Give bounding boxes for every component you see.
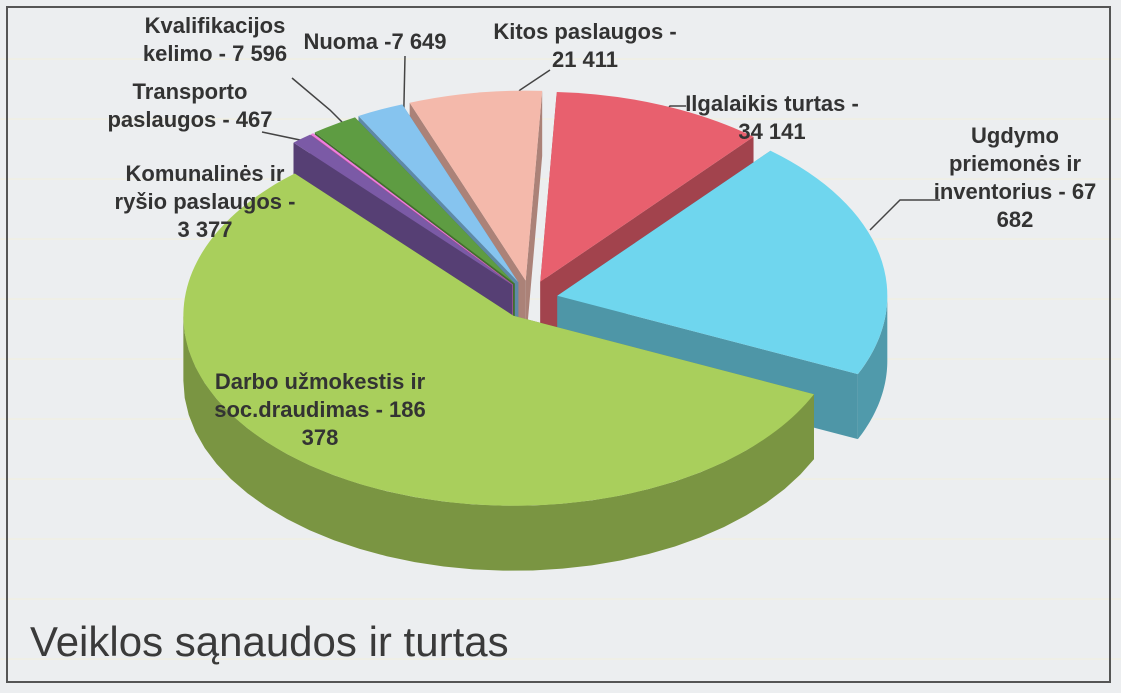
data-label: Kitos paslaugos - 21 411 xyxy=(493,19,677,72)
leader-line xyxy=(869,199,940,231)
slice-wall xyxy=(857,295,888,440)
slice xyxy=(540,92,754,282)
pie xyxy=(183,90,888,571)
data-label: Ilgalaikis turtas - 34 141 xyxy=(685,91,859,144)
data-label: Transporto paslaugos - 467 xyxy=(107,79,273,132)
data-label: Darbo užmokestis ir soc.draudimas - 186 … xyxy=(214,369,426,450)
slice xyxy=(358,104,519,283)
slice-wall xyxy=(183,315,814,571)
data-label: Ugdymo priemonės ir inventorius - 67 682 xyxy=(933,123,1097,232)
slice xyxy=(409,90,543,281)
data-label: Nuoma -7 649 xyxy=(303,29,447,54)
slice xyxy=(314,117,515,284)
data-label: Komunalinės ir ryšio paslaugos - 3 377 xyxy=(114,161,296,242)
frame xyxy=(6,6,1111,683)
slice xyxy=(310,133,513,285)
slice xyxy=(557,150,888,375)
data-label: Kvalifikacijos kelimo - 7 596 xyxy=(142,13,288,66)
slice-side xyxy=(525,90,543,346)
slice xyxy=(183,173,814,506)
chart-title: Veiklos sąnaudos ir turtas xyxy=(30,618,509,665)
slice xyxy=(293,134,513,285)
